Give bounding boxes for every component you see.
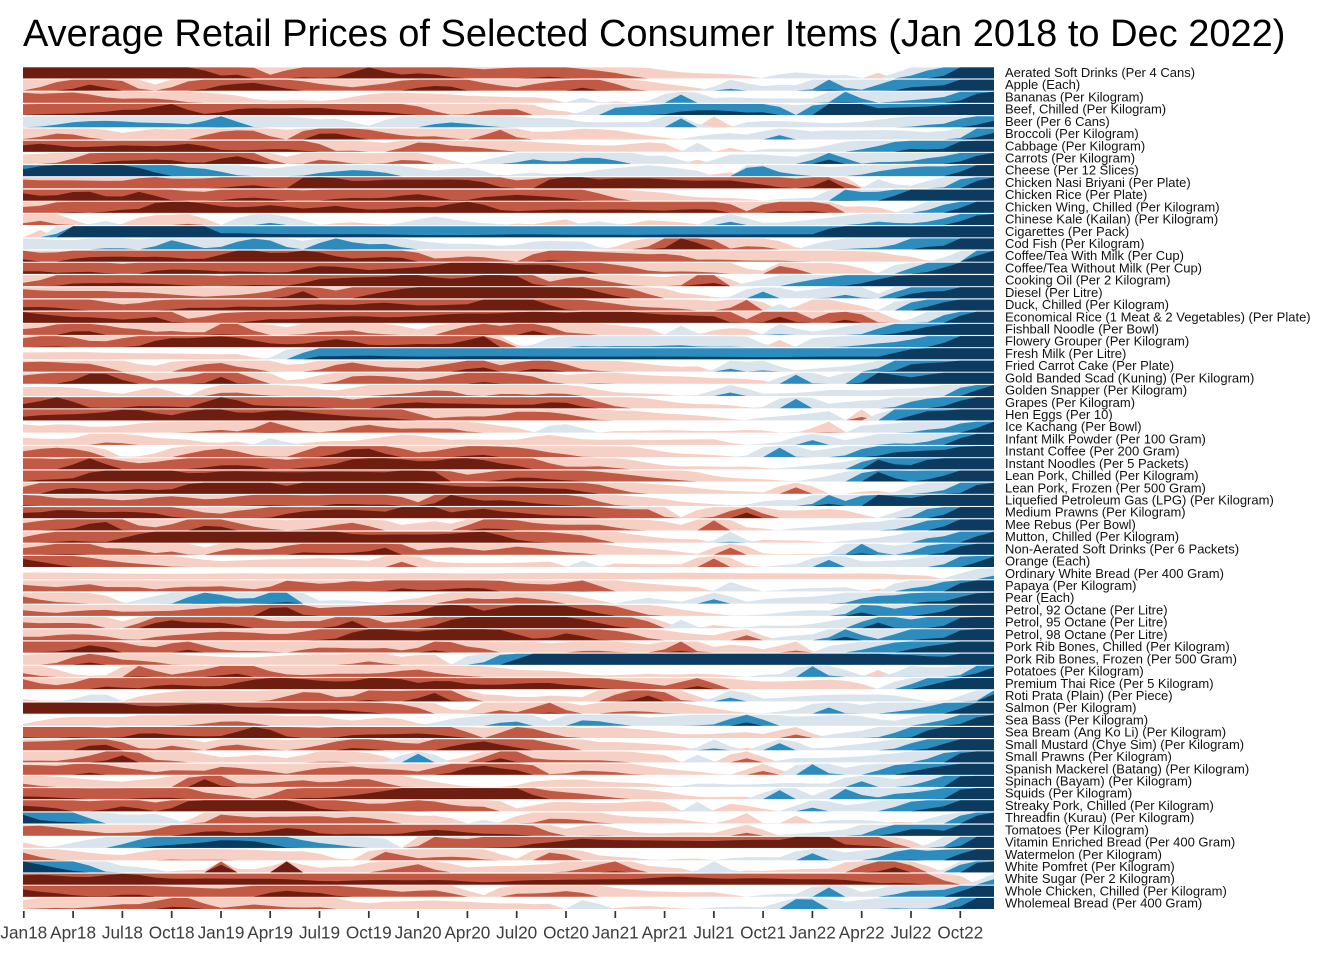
- svg-text:Ordinary White Bread (Per 400: Ordinary White Bread (Per 400 Gram): [1005, 566, 1224, 581]
- svg-text:Diesel (Per Litre): Diesel (Per Litre): [1005, 285, 1103, 300]
- svg-text:Oct19: Oct19: [346, 923, 392, 943]
- svg-text:Aerated Soft Drinks (Per 4 Can: Aerated Soft Drinks (Per 4 Cans): [1005, 65, 1195, 80]
- svg-text:Small Prawns (Per Kilogram): Small Prawns (Per Kilogram): [1005, 749, 1172, 764]
- svg-text:Lean Pork, Chilled (Per Kilogr: Lean Pork, Chilled (Per Kilogram): [1005, 468, 1199, 483]
- svg-text:Ice Kachang (Per Bowl): Ice Kachang (Per Bowl): [1005, 419, 1142, 434]
- svg-text:Jul20: Jul20: [496, 923, 537, 943]
- svg-text:Orange (Each): Orange (Each): [1005, 554, 1090, 569]
- svg-text:Apr22: Apr22: [839, 923, 885, 943]
- svg-text:Jan21: Jan21: [592, 923, 639, 943]
- svg-text:Jul19: Jul19: [299, 923, 340, 943]
- svg-text:Bananas (Per Kilogram): Bananas (Per Kilogram): [1005, 89, 1144, 104]
- svg-text:Petrol, 98 Octane (Per Litre): Petrol, 98 Octane (Per Litre): [1005, 627, 1168, 642]
- svg-text:White Pomfret (Per Kilogram): White Pomfret (Per Kilogram): [1005, 859, 1175, 874]
- svg-text:Liquefied Petroleum Gas (LPG): Liquefied Petroleum Gas (LPG) (Per Kilog…: [1005, 493, 1274, 508]
- svg-text:Instant Noodles (Per 5 Packets: Instant Noodles (Per 5 Packets): [1005, 456, 1189, 471]
- svg-text:Jan22: Jan22: [789, 923, 836, 943]
- svg-text:Chicken Nasi Briyani (Per Plat: Chicken Nasi Briyani (Per Plate): [1005, 175, 1191, 190]
- svg-text:Infant Milk Powder (Per 100 Gr: Infant Milk Powder (Per 100 Gram): [1005, 432, 1206, 447]
- svg-text:Economical Rice (1 Meat & 2 Ve: Economical Rice (1 Meat & 2 Vegetables) …: [1005, 309, 1311, 324]
- svg-text:Chicken Rice (Per Plate): Chicken Rice (Per Plate): [1005, 187, 1147, 202]
- svg-text:Petrol, 92 Octane (Per Litre): Petrol, 92 Octane (Per Litre): [1005, 603, 1168, 618]
- svg-text:Cabbage (Per Kilogram): Cabbage (Per Kilogram): [1005, 138, 1145, 153]
- svg-text:Average Retail Prices of Selec: Average Retail Prices of Selected Consum…: [23, 13, 1285, 55]
- svg-text:Watermelon (Per Kilogram): Watermelon (Per Kilogram): [1005, 847, 1162, 862]
- svg-text:Oct18: Oct18: [149, 923, 195, 943]
- svg-text:Broccoli (Per Kilogram): Broccoli (Per Kilogram): [1005, 126, 1139, 141]
- svg-text:Golden Snapper (Per Kilogram): Golden Snapper (Per Kilogram): [1005, 383, 1187, 398]
- svg-text:Fishball Noodle (Per Bowl): Fishball Noodle (Per Bowl): [1005, 322, 1159, 337]
- svg-text:Gold Banded Scad (Kuning) (Per: Gold Banded Scad (Kuning) (Per Kilogram): [1005, 370, 1254, 385]
- svg-text:Tomatoes (Per Kilogram): Tomatoes (Per Kilogram): [1005, 822, 1149, 837]
- svg-text:Streaky Pork, Chilled (Per Kil: Streaky Pork, Chilled (Per Kilogram): [1005, 798, 1214, 813]
- svg-text:Vitamin Enriched Bread (Per 40: Vitamin Enriched Bread (Per 400 Gram): [1005, 835, 1235, 850]
- svg-text:Non-Aerated Soft Drinks (Per 6: Non-Aerated Soft Drinks (Per 6 Packets): [1005, 541, 1239, 556]
- svg-text:Oct22: Oct22: [937, 923, 983, 943]
- svg-text:Oct21: Oct21: [740, 923, 786, 943]
- svg-text:White Sugar (Per 2 Kilogram): White Sugar (Per 2 Kilogram): [1005, 871, 1175, 886]
- svg-text:Medium Prawns (Per Kilogram): Medium Prawns (Per Kilogram): [1005, 505, 1186, 520]
- svg-text:Sea Bass (Per Kilogram): Sea Bass (Per Kilogram): [1005, 712, 1148, 727]
- svg-text:Carrots (Per Kilogram): Carrots (Per Kilogram): [1005, 151, 1135, 166]
- svg-text:Papaya (Per Kilogram): Papaya (Per Kilogram): [1005, 578, 1137, 593]
- svg-text:Pear (Each): Pear (Each): [1005, 590, 1074, 605]
- svg-text:Mutton, Chilled (Per Kilogram): Mutton, Chilled (Per Kilogram): [1005, 529, 1179, 544]
- svg-text:Spanish Mackerel (Batang) (Per: Spanish Mackerel (Batang) (Per Kilogram): [1005, 761, 1249, 776]
- svg-text:Apr20: Apr20: [444, 923, 490, 943]
- svg-text:Threadfin (Kurau) (Per Kilogra: Threadfin (Kurau) (Per Kilogram): [1005, 810, 1194, 825]
- svg-text:Jul18: Jul18: [102, 923, 143, 943]
- svg-text:Premium Thai Rice (Per 5 Kilog: Premium Thai Rice (Per 5 Kilogram): [1005, 676, 1214, 691]
- svg-text:Apr21: Apr21: [642, 923, 688, 943]
- svg-text:Spinach (Bayam) (Per Kilogram): Spinach (Bayam) (Per Kilogram): [1005, 774, 1192, 789]
- svg-text:Apple (Each): Apple (Each): [1005, 77, 1080, 92]
- svg-text:Apr18: Apr18: [50, 923, 96, 943]
- svg-text:Chicken Wing, Chilled (Per Kil: Chicken Wing, Chilled (Per Kilogram): [1005, 199, 1220, 214]
- svg-text:Coffee/Tea Without Milk (Per C: Coffee/Tea Without Milk (Per Cup): [1005, 260, 1202, 275]
- svg-text:Pork Rib Bones, Frozen (Per 50: Pork Rib Bones, Frozen (Per 500 Gram): [1005, 651, 1237, 666]
- svg-text:Duck, Chilled (Per Kilogram): Duck, Chilled (Per Kilogram): [1005, 297, 1169, 312]
- svg-text:Flowery Grouper (Per Kilogram): Flowery Grouper (Per Kilogram): [1005, 334, 1189, 349]
- svg-text:Jan18: Jan18: [0, 923, 47, 943]
- svg-text:Jan20: Jan20: [395, 923, 442, 943]
- svg-text:Coffee/Tea With Milk (Per Cup): Coffee/Tea With Milk (Per Cup): [1005, 248, 1184, 263]
- svg-text:Beef, Chilled (Per Kilogram): Beef, Chilled (Per Kilogram): [1005, 102, 1166, 117]
- svg-text:Sea Bream (Ang Ko Li) (Per Kil: Sea Bream (Ang Ko Li) (Per Kilogram): [1005, 725, 1226, 740]
- svg-text:Wholemeal Bread (Per 400 Gram): Wholemeal Bread (Per 400 Gram): [1005, 896, 1202, 911]
- svg-text:Fried Carrot Cake (Per Plate): Fried Carrot Cake (Per Plate): [1005, 358, 1174, 373]
- svg-text:Mee Rebus (Per Bowl): Mee Rebus (Per Bowl): [1005, 517, 1136, 532]
- svg-text:Chinese Kale (Kailan) (Per Kil: Chinese Kale (Kailan) (Per Kilogram): [1005, 212, 1218, 227]
- svg-text:Cigarettes (Per Pack): Cigarettes (Per Pack): [1005, 224, 1129, 239]
- svg-text:Whole Chicken, Chilled (Per Ki: Whole Chicken, Chilled (Per Kilogram): [1005, 883, 1227, 898]
- svg-text:Hen Eggs (Per 10): Hen Eggs (Per 10): [1005, 407, 1113, 422]
- svg-text:Cod Fish (Per Kilogram): Cod Fish (Per Kilogram): [1005, 236, 1144, 251]
- svg-text:Cooking Oil (Per 2 Kilogram): Cooking Oil (Per 2 Kilogram): [1005, 273, 1170, 288]
- svg-text:Grapes (Per Kilogram): Grapes (Per Kilogram): [1005, 395, 1135, 410]
- svg-text:Roti Prata (Plain) (Per Piece): Roti Prata (Plain) (Per Piece): [1005, 688, 1173, 703]
- svg-text:Jul21: Jul21: [693, 923, 734, 943]
- svg-text:Pork Rib Bones, Chilled (Per K: Pork Rib Bones, Chilled (Per Kilogram): [1005, 639, 1230, 654]
- svg-text:Apr19: Apr19: [247, 923, 293, 943]
- svg-text:Potatoes (Per Kilogram): Potatoes (Per Kilogram): [1005, 664, 1144, 679]
- svg-text:Fresh Milk (Per Litre): Fresh Milk (Per Litre): [1005, 346, 1126, 361]
- svg-text:Jan19: Jan19: [198, 923, 245, 943]
- svg-text:Oct20: Oct20: [543, 923, 589, 943]
- svg-text:Petrol, 95 Octane (Per Litre): Petrol, 95 Octane (Per Litre): [1005, 615, 1168, 630]
- svg-text:Instant Coffee (Per 200 Gram): Instant Coffee (Per 200 Gram): [1005, 444, 1180, 459]
- svg-text:Salmon (Per Kilogram): Salmon (Per Kilogram): [1005, 700, 1137, 715]
- svg-text:Small Mustard (Chye Sim) (Per: Small Mustard (Chye Sim) (Per Kilogram): [1005, 737, 1244, 752]
- svg-text:Jul22: Jul22: [890, 923, 931, 943]
- svg-text:Cheese (Per 12 Slices): Cheese (Per 12 Slices): [1005, 163, 1139, 178]
- svg-text:Beer (Per 6 Cans): Beer (Per 6 Cans): [1005, 114, 1110, 129]
- svg-text:Squids (Per Kilogram): Squids (Per Kilogram): [1005, 786, 1132, 801]
- svg-text:Lean Pork, Frozen (Per 500 Gra: Lean Pork, Frozen (Per 500 Gram): [1005, 480, 1206, 495]
